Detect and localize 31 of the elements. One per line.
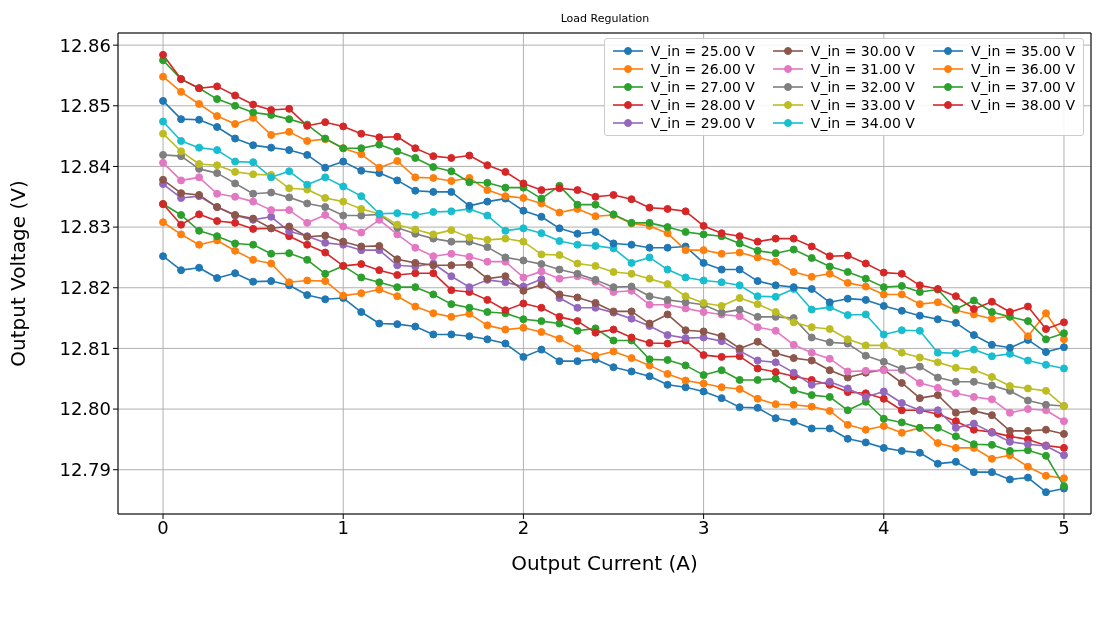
x-tick-label: 5 — [1058, 516, 1070, 538]
legend-label: V_in = 38.00 V — [970, 97, 1075, 113]
legend-label: V_in = 28.00 V — [650, 97, 755, 113]
chart-title: Load Regulation — [559, 12, 651, 25]
legend-label: V_in = 32.00 V — [810, 79, 915, 95]
x-tick-label: 2 — [517, 516, 530, 538]
y-tick-label: 12.83 — [59, 216, 111, 238]
legend-label: V_in = 30.00 V — [810, 43, 915, 59]
legend-label: V_in = 31.00 V — [810, 61, 915, 77]
y-tick-label: 12.84 — [59, 155, 111, 177]
x-tick-label: 0 — [157, 516, 169, 538]
y-tick-label: 12.81 — [59, 337, 111, 359]
x-tick-label: 1 — [337, 516, 349, 538]
y-axis-title: Output Voltage (V) — [6, 180, 31, 367]
y-tick-label: 12.80 — [59, 398, 111, 420]
legend-label: V_in = 33.00 V — [810, 97, 915, 113]
x-tick-label: 3 — [697, 516, 710, 538]
legend-label: V_in = 29.00 V — [650, 115, 755, 131]
x-axis-title: Output Current (A) — [511, 551, 698, 575]
y-tick-label: 12.82 — [59, 277, 111, 299]
legend-label: V_in = 27.00 V — [650, 79, 755, 95]
legend-label: V_in = 37.00 V — [970, 79, 1075, 95]
y-tick-label: 12.86 — [59, 34, 111, 56]
legend-label: V_in = 26.00 V — [650, 61, 755, 77]
legend-label: V_in = 35.00 V — [970, 43, 1075, 59]
legend-label: V_in = 25.00 V — [650, 43, 755, 59]
y-tick-label: 12.85 — [59, 95, 111, 117]
x-tick-label: 4 — [878, 516, 890, 538]
y-tick-label: 12.79 — [59, 459, 111, 481]
legend-label: V_in = 36.00 V — [970, 61, 1075, 77]
legend-label: V_in = 34.00 V — [810, 115, 915, 131]
